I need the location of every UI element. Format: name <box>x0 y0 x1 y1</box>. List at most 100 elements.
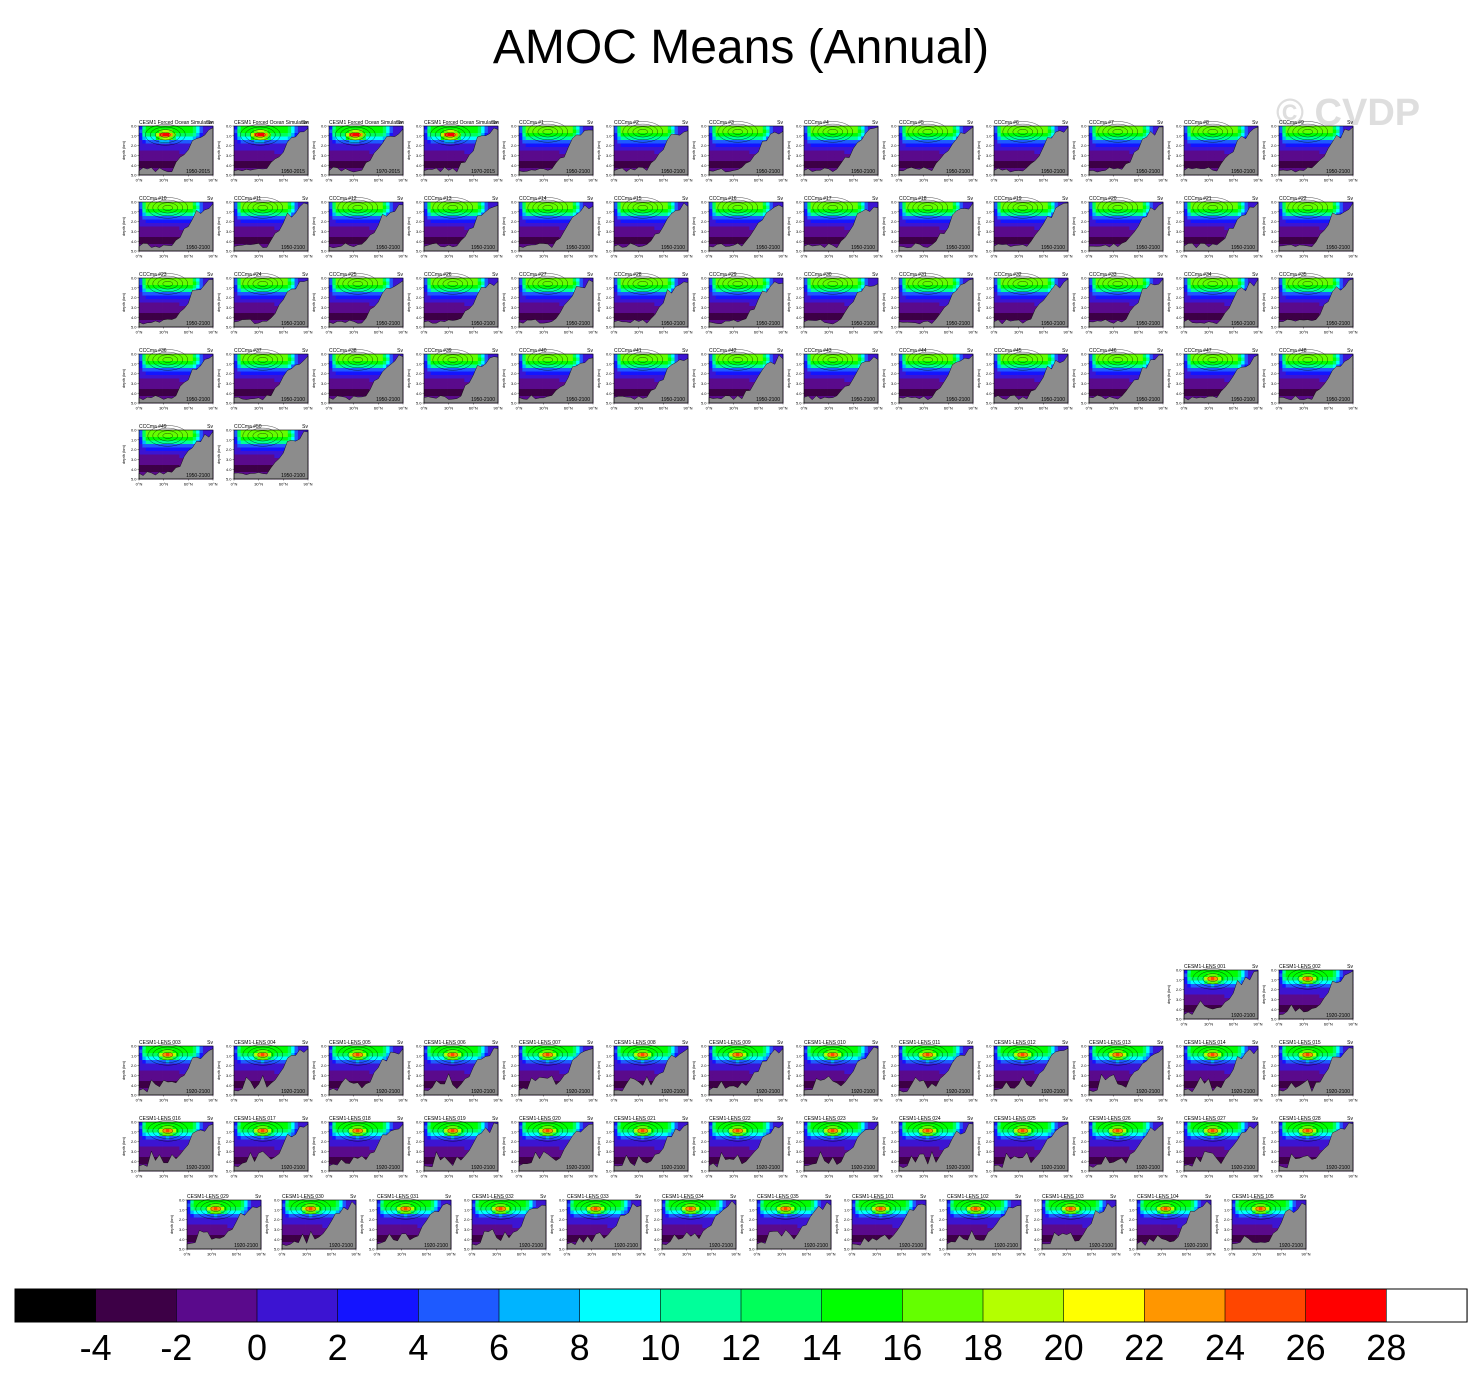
panel-xtick-label: 30°N <box>159 178 168 183</box>
panel-xtick-label: 60°N <box>469 178 478 183</box>
panel-units: Sv <box>587 120 593 126</box>
panel-contour <box>445 132 456 138</box>
panel-contour <box>345 129 366 141</box>
panel-ytick-label: 5.0 <box>511 173 517 178</box>
colorbar-tick-label: 28 <box>1366 1327 1406 1368</box>
panel-frame <box>423 125 499 176</box>
panel-contour <box>637 129 648 135</box>
panel-contour <box>335 124 376 146</box>
panel-title: CESM1 Forced Ocean Simulation <box>139 120 214 126</box>
panel-frame <box>518 125 594 176</box>
panel-units: Sv <box>207 120 213 126</box>
colorbar-box <box>821 1288 903 1323</box>
panel-contour <box>440 129 461 141</box>
colorbar-box <box>418 1288 500 1323</box>
panel-ytick-label: 1.0 <box>131 133 137 138</box>
panel-contour <box>435 126 466 143</box>
panel-contour <box>532 123 563 140</box>
page-title: AMOC Means (Annual) <box>0 20 1482 75</box>
panel-xtick-label: 60°N <box>279 178 288 183</box>
panel-xtick-label: 90°N <box>589 178 598 183</box>
panel-xtick-label: 90°N <box>399 178 408 183</box>
panel-title: CCCma #1 <box>519 120 544 126</box>
panel-ytick-label: 2.0 <box>321 143 327 148</box>
colorbar-tick-label: 22 <box>1124 1327 1164 1368</box>
panel-xtick-label: 60°N <box>564 178 573 183</box>
colorbar-box <box>1386 1288 1468 1323</box>
panel-contour <box>527 121 568 143</box>
panel-ytick-label: 4.0 <box>131 163 137 168</box>
panel-units: Sv <box>397 120 403 126</box>
panel-xtick-label: 0°N <box>421 178 428 183</box>
panel-ylabel: depth (km) <box>121 140 126 160</box>
panel-frame <box>233 125 309 176</box>
panel-xtick-label: 30°N <box>444 178 453 183</box>
panel-topography <box>613 130 689 176</box>
colorbar-tick-label: 8 <box>570 1327 590 1368</box>
panel-xtick-label: 30°N <box>539 178 548 183</box>
colorbar-tick-label: 24 <box>1205 1327 1245 1368</box>
panel-title: CESM1 Forced Ocean Simulation <box>234 120 309 126</box>
colorbar-tick-label: 10 <box>640 1327 680 1368</box>
panel-xtick-label: 60°N <box>374 178 383 183</box>
panel-ytick-label: 1.0 <box>511 133 517 138</box>
colorbar-box <box>1305 1288 1387 1323</box>
panel-ytick-label: 2.0 <box>416 143 422 148</box>
panel-ylabel: depth (km) <box>501 140 506 160</box>
colorbar-box <box>95 1288 177 1323</box>
panel-ylabel: depth (km) <box>311 140 316 160</box>
panel-ytick-label: 5.0 <box>131 173 137 178</box>
colorbar-box <box>660 1288 742 1323</box>
panel-contour <box>537 126 558 138</box>
panel-period: 1970-2015 <box>471 169 495 175</box>
panel-ytick-label: 2.0 <box>226 143 232 148</box>
panel-ytick-label: 2.0 <box>511 143 517 148</box>
amoc-panel: CCCma #1 Sv 1950-2100 0.0 1.0 2.0 3.0 4.0 5.0 dep… <box>501 120 598 183</box>
panel-xtick-label: 60°N <box>184 178 193 183</box>
panel-xtick-label: 90°N <box>209 178 218 183</box>
panel-ylabel: depth (km) <box>406 140 411 160</box>
panel-period: 1970-2015 <box>376 169 400 175</box>
panel-contour <box>145 124 186 146</box>
panel-ytick-label: 1.0 <box>321 133 327 138</box>
panel-xtick-label: 30°N <box>254 178 263 183</box>
panel-ytick-label: 0.0 <box>511 124 517 129</box>
panel-ytick-label: 0.0 <box>416 124 422 129</box>
panel-ytick-label: 0.0 <box>321 124 327 129</box>
panel-ytick-label: 5.0 <box>321 173 327 178</box>
panel-ytick-label: 0.0 <box>226 124 232 129</box>
colorbar-box <box>982 1288 1065 1323</box>
colorbar-tick-label: -4 <box>80 1327 112 1368</box>
panel-contour <box>632 126 653 138</box>
panel-topography <box>328 128 404 176</box>
panel-ytick-label: 4.0 <box>226 163 232 168</box>
panel-period: 1950-2015 <box>281 169 305 175</box>
colorbar-box <box>902 1288 984 1323</box>
panel-ytick-label: 5.0 <box>226 173 232 178</box>
colorbar-tick-label: -2 <box>160 1327 192 1368</box>
panel-xtick-label: 0°N <box>326 178 333 183</box>
panel-ytick-label: 3.0 <box>226 153 232 158</box>
panel-contour <box>350 132 361 138</box>
panel-xtick-label: 90°N <box>494 178 503 183</box>
panel-contour <box>627 123 658 140</box>
panel-contour <box>245 126 276 143</box>
panel-ytick-label: 3.0 <box>321 153 327 158</box>
colorbar-tick-label: 2 <box>328 1327 348 1368</box>
panel-frame <box>138 125 214 176</box>
colorbar-box <box>14 1288 97 1323</box>
panel-xtick-label: 0°N <box>516 178 523 183</box>
panel-topography <box>518 129 594 176</box>
colorbar-box <box>579 1288 661 1323</box>
panel-topography <box>423 127 499 176</box>
colorbar-box <box>740 1288 823 1323</box>
colorbar-tick-label: 6 <box>489 1327 509 1368</box>
colorbar-box <box>1144 1288 1226 1323</box>
panel-contour <box>160 132 171 138</box>
colorbar-box <box>337 1288 419 1323</box>
panel-period: 1950-2100 <box>566 169 590 175</box>
